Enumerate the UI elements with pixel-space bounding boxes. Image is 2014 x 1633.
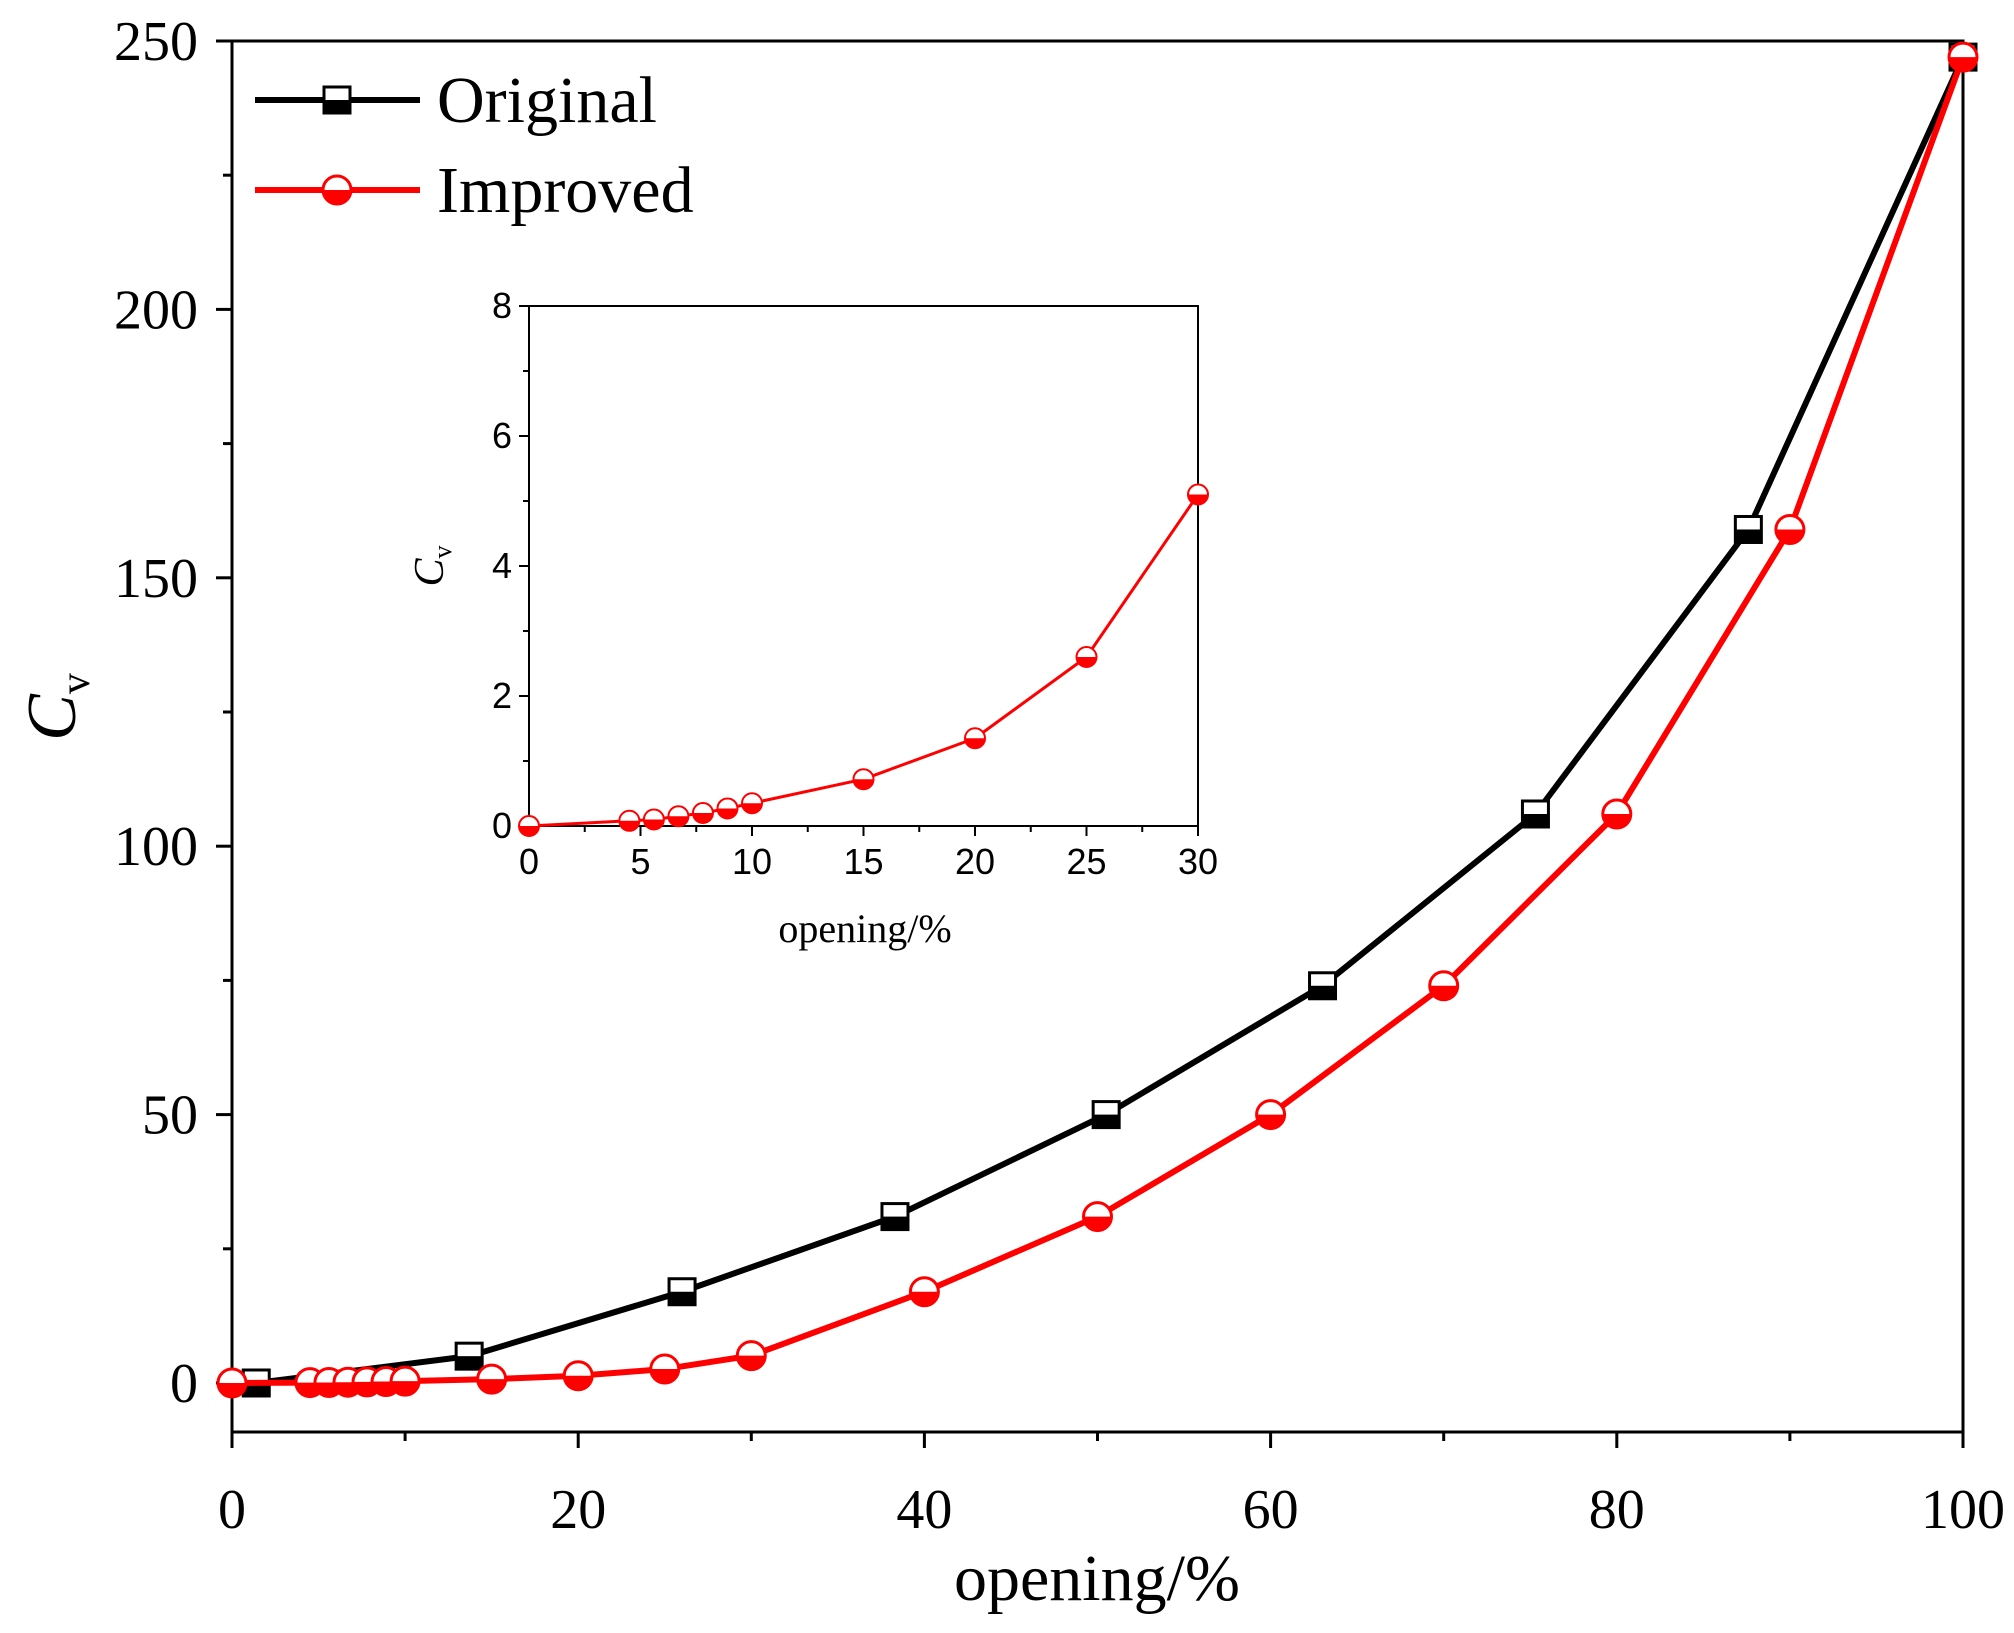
data-point-original-fill — [243, 1383, 270, 1396]
data-point-improved-fill — [1949, 57, 1977, 72]
inset-x-tick-label: 30 — [1178, 841, 1218, 882]
data-point-improved-fill — [1083, 1216, 1112, 1231]
y-axis-label-sub: v — [53, 673, 99, 694]
y-tick-label: 100 — [114, 816, 198, 878]
inset-data-point-improved-fill — [742, 803, 762, 814]
y-tick-label: 250 — [114, 11, 198, 73]
data-point-improved-fill — [477, 1379, 506, 1394]
inset-y-tick-label: 2 — [492, 675, 512, 716]
x-tick-label: 80 — [1589, 1479, 1645, 1541]
y-axis-label: Cv — [14, 673, 99, 741]
inset-y-axis-label-main: C — [407, 558, 453, 587]
inset-y-axis-label-sub: v — [428, 545, 457, 558]
inset-x-tick-label: 0 — [519, 841, 539, 882]
inset-x-axis-label: opening/% — [778, 906, 951, 951]
data-point-original-fill — [669, 1291, 696, 1305]
legend-label-original: Original — [437, 64, 657, 137]
x-tick-label: 60 — [1243, 1479, 1299, 1541]
legend-label-improved: Improved — [437, 154, 694, 227]
inset-plot-frame — [528, 305, 1199, 827]
data-point-original-fill — [1093, 1114, 1120, 1128]
y-axis-label-main: C — [14, 693, 91, 741]
x-tick-label: 40 — [896, 1479, 952, 1541]
x-axis-label: opening/% — [954, 1542, 1240, 1615]
inset-data-point-improved-fill — [1076, 657, 1097, 668]
inset-y-axis-label: Cv — [407, 545, 457, 586]
inset-x-tick-label: 25 — [1066, 841, 1106, 882]
legend-marker-improved-fill — [323, 190, 351, 204]
inset-plot: 0 5 10 15 20 25 30 0 2 4 6 8 opening/% Cv — [407, 285, 1218, 951]
inset-y-tick-label: 8 — [492, 285, 512, 326]
x-tick-label: 20 — [550, 1479, 606, 1541]
inset-x-tick-label: 20 — [955, 841, 995, 882]
y-tick-label: 0 — [170, 1353, 198, 1415]
inset-y-tick-label: 6 — [492, 415, 512, 456]
inset-y-tick-label: 4 — [492, 545, 512, 586]
y-tick-label: 150 — [114, 548, 198, 610]
x-tick-label: 0 — [218, 1479, 246, 1541]
data-point-improved-fill — [650, 1369, 679, 1384]
x-tick-label: 100 — [1921, 1479, 2005, 1541]
data-point-original-fill — [456, 1356, 483, 1370]
inset-data-point-improved-fill — [519, 826, 539, 836]
y-tick-label: 200 — [114, 279, 198, 341]
inset-x-tick-label: 10 — [732, 841, 772, 882]
inset-series-improved — [518, 483, 1209, 837]
inset-data-point-improved-fill — [1188, 494, 1208, 505]
data-point-improved-fill — [1429, 985, 1458, 1000]
data-point-original-fill — [1735, 529, 1762, 543]
data-point-improved-fill — [1602, 813, 1631, 828]
y-tick-label: 50 — [142, 1085, 198, 1147]
legend-marker-original-fill — [324, 100, 350, 113]
data-point-improved-fill — [1256, 1114, 1285, 1129]
series-improved — [216, 41, 1979, 1399]
data-point-improved-fill — [1775, 529, 1804, 544]
inset-data-point-improved-fill — [853, 779, 874, 790]
inset-x-tick-label: 15 — [843, 841, 883, 882]
inset-data-point-improved-fill — [692, 813, 713, 823]
inset-x-tick-label: 5 — [630, 841, 650, 882]
data-point-improved-fill — [910, 1291, 939, 1306]
inset-data-point-improved-fill — [619, 820, 640, 831]
data-point-improved-fill — [391, 1381, 420, 1396]
inset-data-point-improved-fill — [717, 808, 738, 819]
inset-data-point-improved-fill — [965, 738, 985, 749]
data-point-improved-fill — [218, 1383, 246, 1397]
data-point-improved-fill — [737, 1355, 766, 1370]
data-point-original-fill — [881, 1216, 908, 1230]
data-point-original-fill — [1309, 985, 1336, 999]
inset-data-point-improved-fill — [643, 819, 664, 830]
main-plot: 0 20 40 60 80 100050100150200250opening/%CvOr… — [14, 11, 2005, 1615]
inset-y-tick-label: 0 — [492, 805, 512, 846]
data-point-improved-fill — [564, 1375, 593, 1390]
inset-data-point-improved-fill — [668, 816, 689, 827]
legend: Original Improved — [255, 64, 694, 227]
data-point-original-fill — [1522, 813, 1549, 827]
